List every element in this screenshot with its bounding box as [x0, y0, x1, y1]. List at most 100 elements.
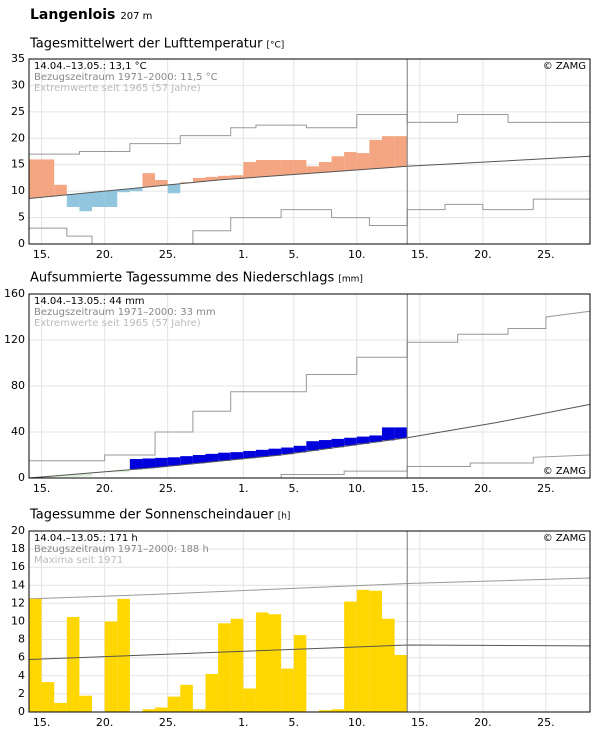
bar: [41, 682, 55, 712]
y-tick-label: 120: [4, 333, 25, 346]
deviation-bar: [344, 437, 357, 446]
deviation-bar: [369, 435, 382, 443]
deviation-bar: [104, 190, 118, 207]
bar: [142, 709, 156, 712]
y-tick-label: 160: [4, 287, 25, 300]
deviation-bar: [331, 156, 345, 172]
chart-title: Tagessumme der Sonnenscheindauer: [29, 508, 274, 523]
deviation-bar: [218, 175, 231, 180]
x-tick-label: 25.: [537, 248, 555, 261]
x-tick-label: 1.: [238, 482, 249, 495]
deviation-bar: [205, 453, 219, 462]
bar: [167, 696, 181, 712]
y-tick-label: 20: [11, 524, 25, 537]
deviation-bar: [54, 184, 67, 196]
bar: [331, 709, 345, 712]
deviation-bar: [255, 449, 269, 457]
x-tick-label: 1.: [238, 716, 249, 729]
x-tick-label: 15.: [411, 248, 429, 261]
deviation-bar: [356, 153, 370, 170]
y-tick-label: 12: [11, 596, 25, 609]
x-tick-label: 25.: [159, 716, 177, 729]
bar: [180, 684, 193, 712]
x-tick-label: 25.: [537, 482, 555, 495]
deviation-bar: [293, 445, 307, 453]
deviation-bar: [281, 447, 294, 455]
bar: [243, 688, 256, 712]
deviation-bar: [293, 159, 307, 175]
deviation-bar: [192, 177, 206, 182]
deviation-bar: [230, 175, 244, 179]
normal-line: [28, 644, 591, 661]
y-tick-label: 0: [18, 471, 25, 484]
deviation-bar: [255, 159, 269, 177]
y-tick-label: 4: [18, 669, 25, 682]
x-tick-label: 10.: [348, 716, 366, 729]
deviation-bar: [394, 136, 408, 167]
bar: [255, 612, 269, 712]
deviation-bar: [79, 473, 93, 477]
deviation-bar: [66, 194, 80, 207]
chart-title: Aufsummierte Tagessumme des Niederschlag…: [30, 271, 335, 286]
deviation-bar: [66, 474, 80, 477]
deviation-bar: [167, 457, 181, 466]
deviation-bar: [180, 456, 193, 465]
x-tick-label: 20.: [96, 248, 114, 261]
bar: [230, 618, 244, 712]
deviation-bar: [129, 188, 143, 192]
info-note: Extremwerte seit 1965 (57 Jahre): [34, 318, 201, 329]
deviation-bar: [381, 136, 395, 168]
station-elevation: 207 m: [120, 11, 152, 22]
y-tick-label: 10: [11, 615, 25, 628]
x-tick-label: 20.: [96, 482, 114, 495]
deviation-bar: [356, 436, 370, 444]
deviation-bar: [142, 458, 156, 469]
y-tick-label: 18: [11, 542, 25, 555]
deviation-bar: [281, 159, 294, 176]
x-tick-label: 5.: [288, 482, 299, 495]
deviation-bar: [41, 159, 55, 197]
deviation-bar: [29, 159, 42, 198]
copyright: © ZAMG: [543, 533, 586, 544]
plot-frame: [28, 58, 591, 245]
normal-line: [28, 155, 591, 200]
y-tick-label: 8: [18, 633, 25, 646]
deviation-bar: [142, 173, 156, 187]
bar: [66, 616, 80, 712]
deviation-bar: [318, 162, 332, 173]
deviation-bar: [79, 192, 93, 212]
info-note: Bezugszeitraum 1971–2000: 11,5 °C: [34, 72, 218, 83]
x-tick-label: 10.: [348, 482, 366, 495]
info-note: 14.04.–13.05.: 44 mm: [34, 296, 145, 307]
x-tick-label: 25.: [159, 482, 177, 495]
bar: [356, 589, 370, 712]
deviation-bar: [205, 176, 219, 181]
x-tick-label: 15.: [33, 248, 51, 261]
x-tick-label: 20.: [474, 248, 492, 261]
x-tick-label: 1.: [238, 248, 249, 261]
extreme-line: [29, 198, 590, 245]
deviation-bar: [344, 152, 357, 171]
deviation-bar: [243, 450, 256, 459]
extreme-line: [29, 114, 590, 155]
deviation-bar: [192, 455, 206, 464]
deviation-bar: [230, 452, 244, 460]
y-tick-label: 2: [18, 687, 25, 700]
x-tick-label: 20.: [474, 482, 492, 495]
chart-unit: [mm]: [338, 275, 363, 285]
deviation-bar: [54, 475, 67, 477]
x-tick-label: 15.: [411, 716, 429, 729]
y-tick-label: 0: [18, 705, 25, 718]
bar: [54, 702, 67, 712]
chart-unit: [°C]: [267, 41, 285, 51]
y-tick-label: 20: [11, 131, 25, 144]
extreme-line: [29, 310, 591, 462]
deviation-bar: [92, 191, 105, 207]
deviation-bar: [318, 440, 332, 449]
x-tick-label: 15.: [33, 716, 51, 729]
station-name: Langenlois: [30, 7, 115, 23]
deviation-bar: [155, 180, 168, 186]
bar: [192, 709, 206, 712]
bar: [29, 598, 42, 712]
